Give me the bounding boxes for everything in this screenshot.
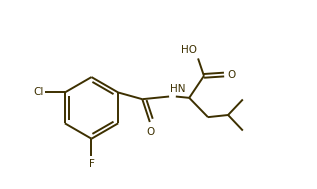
Text: HO: HO	[181, 45, 197, 55]
Text: F: F	[88, 159, 94, 169]
Text: Cl: Cl	[33, 88, 43, 98]
Text: O: O	[146, 127, 154, 137]
Text: HN: HN	[171, 84, 186, 94]
Text: O: O	[228, 70, 236, 80]
